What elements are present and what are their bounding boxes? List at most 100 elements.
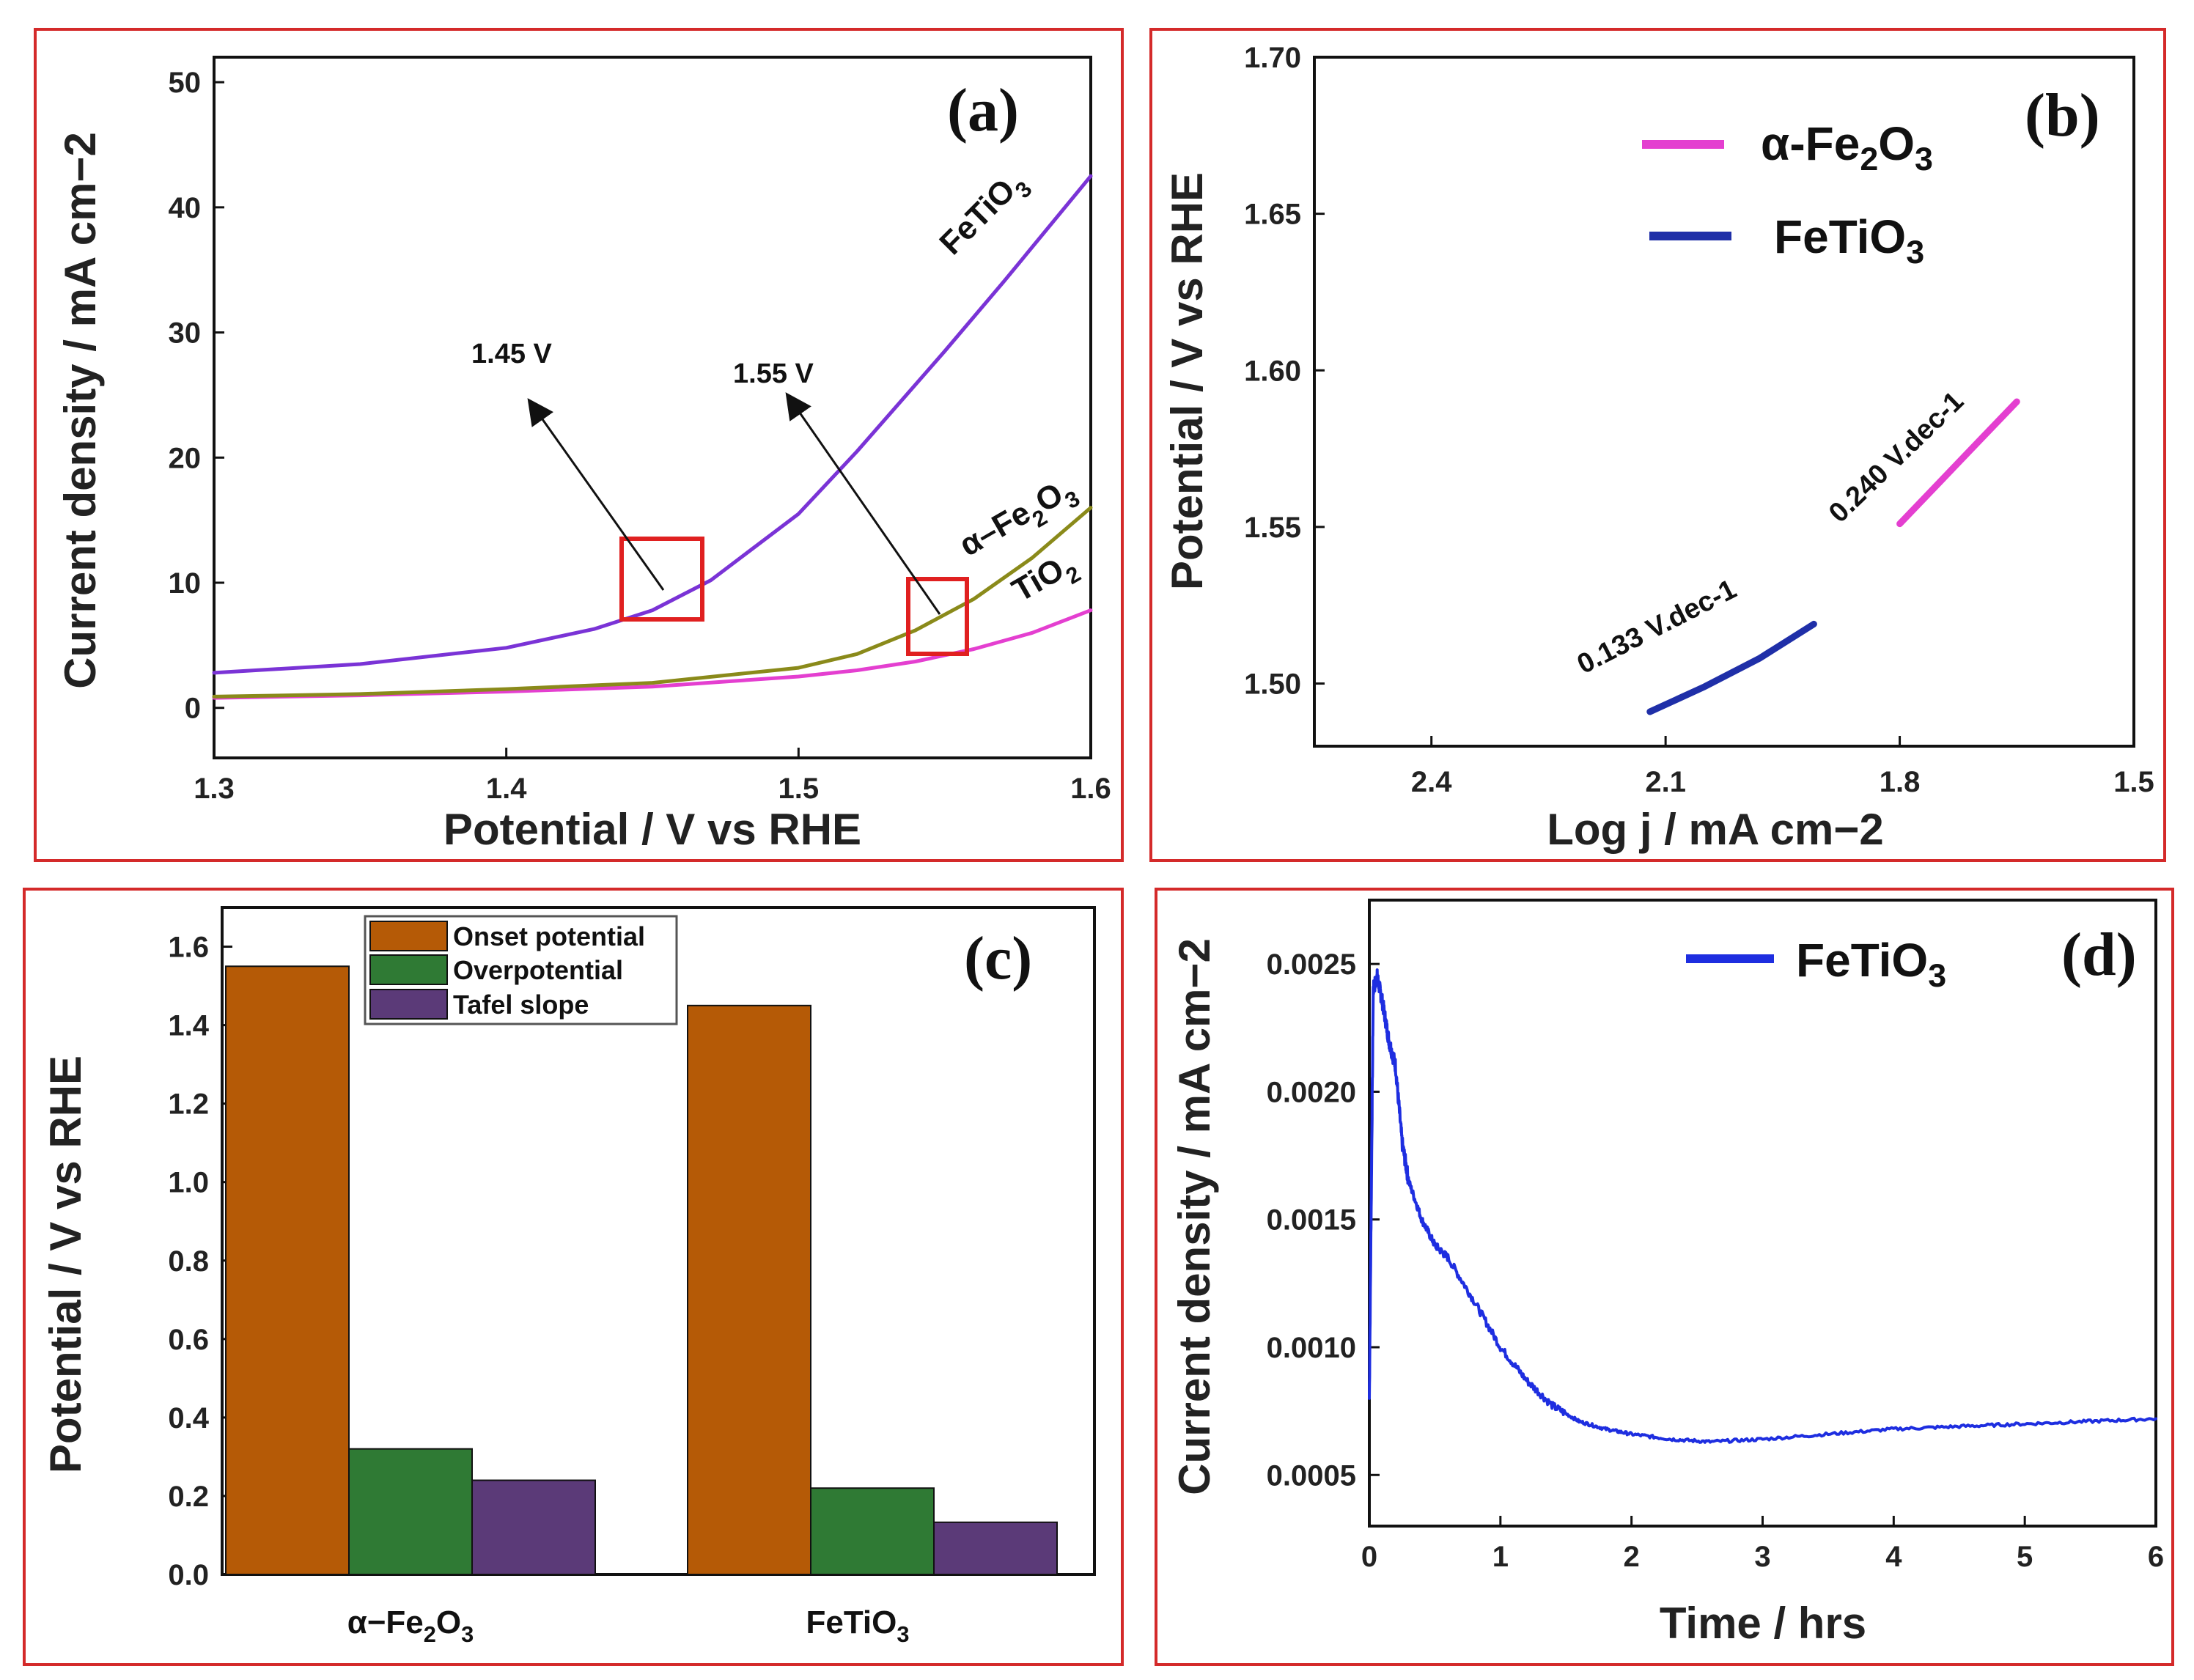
panel-c-frame [23,888,1124,1666]
panel-b-ticks: 1.50 1.55 1.60 1.65 1.70 2.4 2.1 1.8 1.5 [1244,42,2154,798]
slope-label-fetio3: 0.133 V.dec-1 [1572,574,1742,680]
bar-onset [225,965,350,1575]
panel-c-axes-frame [221,906,1096,1576]
x-tick-label: 1.4 [486,773,527,805]
series-line-fetio3 [1368,968,2157,1444]
y-tick-label: 1.2 [168,1088,209,1121]
panel-b-xlabel: Log j / mA cm−2 [1547,805,1884,854]
panel-b: 1.50 1.55 1.60 1.65 1.70 2.4 2.1 1.8 1.5 0.240 V… [1163,42,2154,854]
label-tio2-curve: TiO2 [1006,545,1086,616]
bar-overpotential [810,1487,935,1576]
series-line-fetio3 [212,174,1093,675]
panel-a-label: (a) [947,76,1019,144]
x-tick-label: 3 [1754,1541,1770,1573]
y-tick-label: 0.0010 [1267,1332,1356,1364]
y-tick-label: 40 [169,192,202,224]
legend-c-over-label: Overpotential [453,955,623,985]
y-tick-label: 1.50 [1244,668,1301,701]
x-tick-label: 2.4 [1411,766,1452,798]
series-line-fe2o3 [212,506,1093,699]
y-tick-label: 10 [169,567,202,600]
y-tick-label: 0.0005 [1267,1459,1356,1492]
y-tick-label: 0.8 [168,1245,209,1278]
y-tick-label: 1.60 [1244,355,1301,387]
legend-c-tafel-swatch [369,989,448,1020]
x-tick-label: 1.6 [1070,773,1111,805]
onset-box-fe2o3 [906,577,969,656]
panel-b-axes-frame [1313,56,2135,748]
legend-c-onset-swatch [369,921,448,951]
panel-c-ylabel: Potential / V vs RHE [41,1055,90,1473]
legend-c-tafel-label: Tafel slope [453,990,589,1020]
panel-a-ylabel: Current density / mA cm−2 [56,132,105,689]
arrow-1-55 [785,392,941,615]
series-line-tio2 [212,608,1093,700]
panel-a-frame [34,28,1124,862]
y-tick-label: 0.0 [168,1559,209,1591]
y-tick-label: 30 [169,317,202,350]
y-tick-label: 0.0025 [1267,948,1356,981]
y-tick-label: 1.70 [1244,42,1301,74]
panel-b-ylabel: Potential / V vs RHE [1163,172,1212,590]
x-tick-label: 1.8 [1880,766,1921,798]
y-tick-label: 1.55 [1244,512,1301,544]
x-tick-label: 4 [1885,1541,1902,1573]
annotation-1-55: 1.55 V [733,358,814,389]
panel-b-series [1646,398,2020,715]
x-tick-label: 0 [1361,1541,1377,1573]
y-tick-label: 1.6 [168,932,209,964]
x-tick-label: 1 [1492,1541,1509,1573]
panel-c-ticks: 0.0 0.2 0.4 0.6 0.8 1.0 1.2 1.4 1.6 [168,932,232,1591]
panel-c: 0.0 0.2 0.4 0.6 0.8 1.0 1.2 1.4 1.6 Onset potent… [41,906,1096,1647]
x-tick-label: 2 [1624,1541,1640,1573]
y-tick-label: 0 [185,693,201,725]
y-tick-label: 0.4 [168,1402,209,1434]
panel-a-series [212,174,1093,700]
series-line-fe2o3 [1896,398,2020,528]
category-fe2o3: α−Fe2O3 [347,1605,474,1647]
bar-onset [687,1004,811,1575]
panel-d-label: (d) [2061,921,2137,989]
x-tick-label: 1.3 [194,773,235,805]
x-tick-label: 6 [2148,1541,2164,1573]
label-fe2o3-curve: α–Fe2O3 [954,470,1084,571]
panel-c-label: (c) [964,924,1032,992]
panel-d-ticks: 0.0005 0.0010 0.0015 0.0020 0.0025 0 1 2 3 4 5 6 [1267,948,2164,1573]
label-fetio3-curve: FeTiO3 [932,163,1037,268]
panel-d-series [1368,968,2157,1444]
panel-a-xlabel: Potential / V vs RHE [443,805,861,854]
y-tick-label: 0.0015 [1267,1204,1356,1237]
panel-d-axes-frame [1368,899,2157,1528]
panel-c-bars [225,965,1058,1576]
bar-overpotential [348,1448,473,1576]
panel-a: 0 10 20 30 40 50 1.3 1.4 1.5 1.6 1.45 V 1.55 V Fe… [56,56,1111,854]
panel-d-ylabel: Current density / mA cm−2 [1170,938,1219,1495]
panel-d: 0.0005 0.0010 0.0015 0.0020 0.0025 0 1 2 3 4 5 6 Fe… [1170,899,2164,1648]
y-tick-label: 20 [169,442,202,474]
x-tick-label: 1.5 [778,773,820,805]
panel-a-axes-frame [213,56,1092,759]
legend-b-fe2o3-label: α-Fe2O3 [1761,117,1933,177]
x-tick-label: 5 [2017,1541,2033,1573]
legend-d-fetio3-label: FeTiO3 [1796,934,1946,994]
legend-c-onset-label: Onset potential [453,921,645,951]
panel-b-frame [1149,28,2166,862]
x-tick-label: 2.1 [1645,766,1686,798]
y-tick-label: 0.6 [168,1324,209,1356]
y-tick-label: 0.2 [168,1481,209,1513]
panel-b-label: (b) [2025,81,2100,150]
y-tick-label: 1.65 [1244,199,1301,231]
legend-b-fetio3-label: FeTiO3 [1774,210,1924,270]
legend-c-over-swatch [369,954,448,985]
bar-tafel [471,1479,596,1575]
y-tick-label: 50 [169,67,202,99]
annotation-1-45: 1.45 V [471,339,553,369]
bar-tafel [933,1521,1058,1576]
y-tick-label: 1.0 [168,1167,209,1199]
arrow-1-45 [527,398,665,591]
panel-a-ticks: 0 10 20 30 40 50 1.3 1.4 1.5 1.6 [169,67,1111,805]
slope-label-fe2o3: 0.240 V.dec-1 [1823,386,1970,528]
y-tick-label: 0.0020 [1267,1076,1356,1108]
panel-d-xlabel: Time / hrs [1660,1599,1866,1648]
